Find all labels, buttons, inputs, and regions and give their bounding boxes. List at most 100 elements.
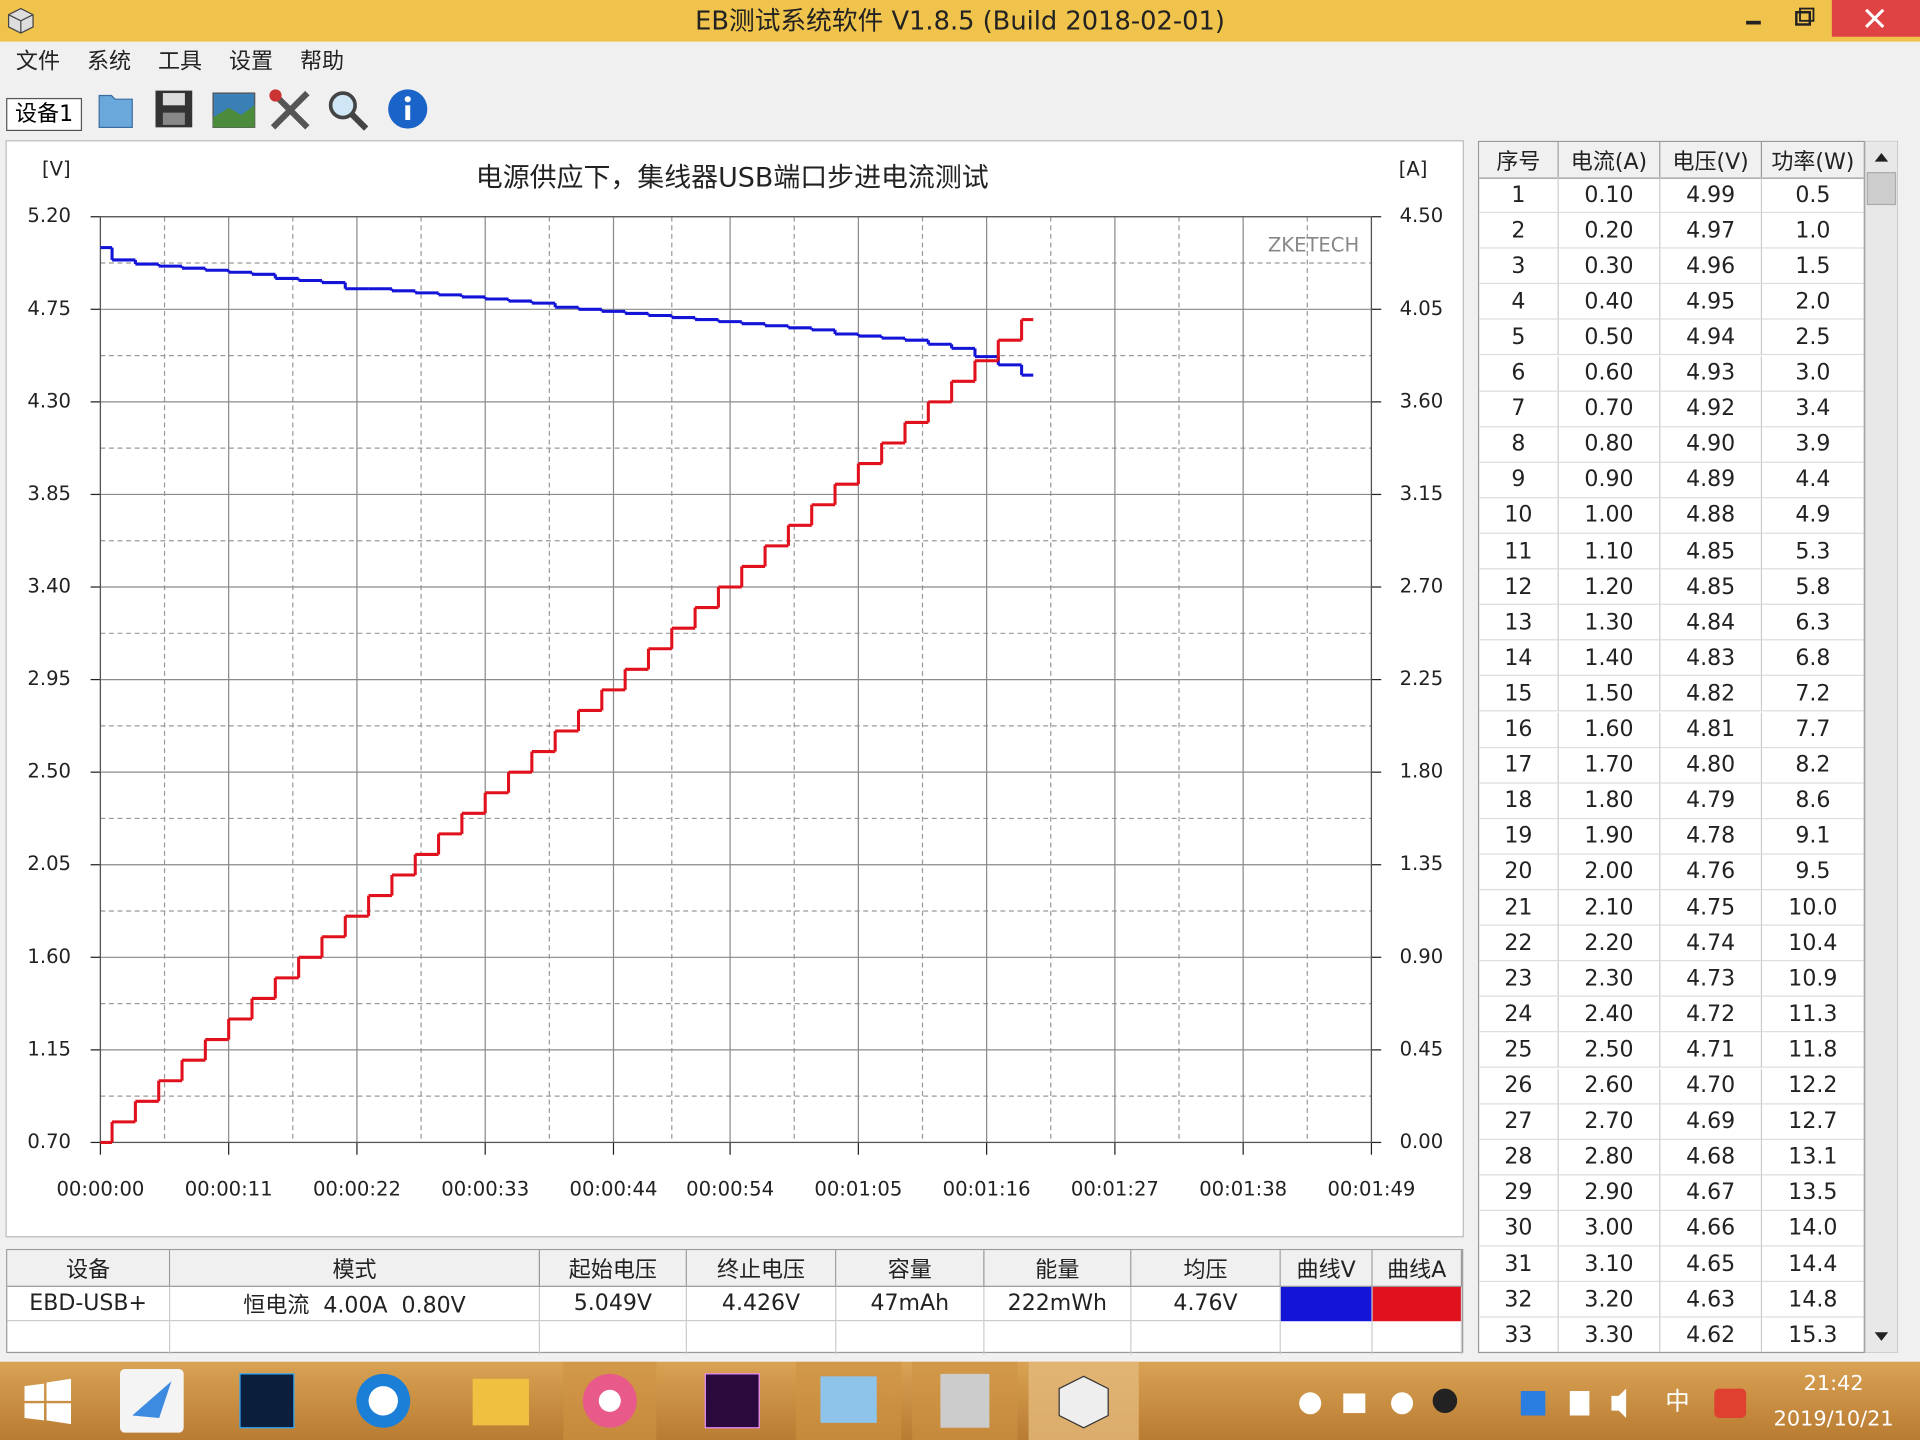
app-icon-folder[interactable] (472, 1378, 529, 1426)
y-tick-label: 2.95 (27, 667, 71, 690)
table-cell: 4.9 (1762, 498, 1864, 534)
table-cell: 0.60 (1558, 355, 1661, 392)
app-icon-eb[interactable] (1058, 1375, 1109, 1429)
table-cell: 1.30 (1558, 605, 1661, 641)
summary-cell: 47mAh (836, 1286, 985, 1322)
summary-table: 设备 模式 起始电压 终止电压 容量 能量 均压 曲线V 曲线A EBD-USB+ 恒电流 4.00… (6, 1248, 1464, 1355)
menu-item[interactable]: 设置 (228, 48, 274, 75)
image-button[interactable] (212, 92, 256, 128)
app-icon-tool[interactable] (940, 1373, 990, 1428)
table-cell: 0.10 (1558, 177, 1661, 214)
toolbar (98, 89, 428, 131)
table-cell: 27 (1479, 1103, 1559, 1140)
x-tick-label: 00:00:44 (570, 1178, 658, 1201)
table-cell: 2.40 (1558, 997, 1661, 1033)
app-icon (7, 7, 34, 34)
table-cell: 1.90 (1558, 818, 1661, 855)
table-header-cell[interactable]: 序号 (1479, 142, 1559, 179)
table-cell: 4.83 (1660, 640, 1763, 677)
summary-header-cell: 终止电压 (686, 1250, 837, 1287)
table-cell: 4.62 (1660, 1317, 1763, 1352)
menu-item[interactable]: 帮助 (300, 48, 345, 75)
table-cell: 21 (1479, 890, 1559, 926)
table-cell: 4.73 (1660, 961, 1763, 998)
restore-button[interactable] (1795, 7, 1815, 26)
clock-date[interactable]: 2019/10/21 (1773, 1406, 1894, 1432)
table-cell: 12.2 (1762, 1068, 1864, 1104)
table-cell: 29 (1479, 1175, 1559, 1211)
table-cell: 8.6 (1762, 783, 1864, 819)
curve-color-swatch[interactable] (1372, 1286, 1463, 1322)
summary-empty-cell (1131, 1321, 1281, 1355)
save-button[interactable] (155, 90, 193, 128)
summary-cell: 恒电流 4.00A 0.80V (170, 1286, 540, 1322)
table-cell: 2.50 (1558, 1032, 1661, 1069)
device-tab[interactable]: 设备1 (6, 97, 83, 132)
table-cell: 10.9 (1762, 961, 1864, 998)
window-title: EB测试系统软件 V1.8.5 (Build 2018-02-01) (695, 6, 1225, 36)
info-button[interactable] (388, 89, 428, 129)
table-cell: 4.93 (1660, 355, 1763, 392)
summary-header-cell: 均压 (1131, 1250, 1281, 1287)
app-icon-ps[interactable] (239, 1373, 295, 1429)
menu-item[interactable]: 工具 (157, 48, 203, 75)
table-cell: 8.2 (1762, 748, 1864, 784)
app-icon-monitor[interactable] (820, 1376, 877, 1423)
table-cell: 1.50 (1558, 676, 1661, 713)
menu-item[interactable]: 系统 (86, 48, 132, 75)
table-header-cell[interactable]: 功率(W) (1762, 142, 1864, 179)
window-controls (1746, 0, 1920, 37)
table-cell: 4.63 (1660, 1282, 1763, 1318)
y2-tick-label: 3.60 (1400, 389, 1444, 412)
table-header-cell[interactable]: 电流(A) (1558, 142, 1661, 179)
scrollbar[interactable] (1864, 140, 1898, 1354)
summary-header-cell: 曲线A (1372, 1250, 1463, 1287)
clock-time[interactable]: 21:42 (1803, 1371, 1864, 1396)
ime-indicator[interactable]: 中 (1665, 1386, 1690, 1416)
app-icon-pr[interactable] (704, 1373, 760, 1429)
summary-empty-cell (687, 1321, 837, 1355)
open-button[interactable] (98, 94, 133, 128)
table-cell: 0.40 (1558, 284, 1661, 321)
y2-axis-label: [A] (1399, 158, 1428, 181)
table-header-cell[interactable]: 电压(V) (1660, 142, 1763, 179)
start-button[interactable] (24, 1378, 72, 1425)
table-cell: 1.40 (1558, 640, 1661, 677)
table-cell: 4.88 (1660, 498, 1763, 534)
table-cell: 11.8 (1762, 1033, 1864, 1069)
close-icon (1865, 8, 1885, 29)
y2-tick-label: 1.80 (1400, 760, 1444, 783)
table-cell: 13.1 (1762, 1140, 1864, 1176)
table-cell: 4.78 (1660, 818, 1763, 855)
curve-color-swatch[interactable] (1280, 1286, 1373, 1322)
menu-item[interactable]: 文件 (15, 48, 61, 75)
y2-tick-label: 4.05 (1400, 297, 1444, 320)
summary-empty-cell (984, 1321, 1132, 1355)
table-cell: 31 (1479, 1246, 1559, 1283)
y-tick-label: 5.20 (27, 204, 71, 227)
y-tick-label: 0.70 (27, 1130, 71, 1153)
table-cell: 15 (1479, 676, 1559, 713)
tray-icons[interactable] (1299, 1388, 1747, 1418)
series-line (100, 246, 1034, 377)
summary-header-cell: 起始电压 (540, 1250, 687, 1287)
table-cell: 2.10 (1558, 890, 1661, 926)
table-cell: 33 (1479, 1317, 1559, 1352)
table-cell: 4.84 (1660, 605, 1763, 641)
table-cell: 10 (1479, 498, 1559, 534)
table-cell: 2.80 (1558, 1139, 1661, 1176)
table-cell: 4.80 (1660, 747, 1763, 784)
minimize-button[interactable] (1746, 20, 1761, 25)
table-cell: 3.10 (1558, 1246, 1661, 1283)
search-button[interactable] (328, 91, 369, 131)
chart-title: 电源供应下，集线器USB端口步进电流测试 (476, 162, 989, 193)
table-cell: 1.10 (1558, 533, 1661, 570)
table-cell: 4.74 (1660, 925, 1763, 962)
x-tick-label: 00:01:16 (943, 1178, 1031, 1201)
table-cell: 4.69 (1660, 1103, 1763, 1140)
y2-tick-label: 0.90 (1400, 945, 1444, 968)
table-cell: 20 (1479, 854, 1559, 891)
table-cell: 4.81 (1660, 712, 1763, 748)
table-cell: 0.70 (1558, 391, 1661, 427)
tools-button[interactable] (269, 89, 310, 130)
